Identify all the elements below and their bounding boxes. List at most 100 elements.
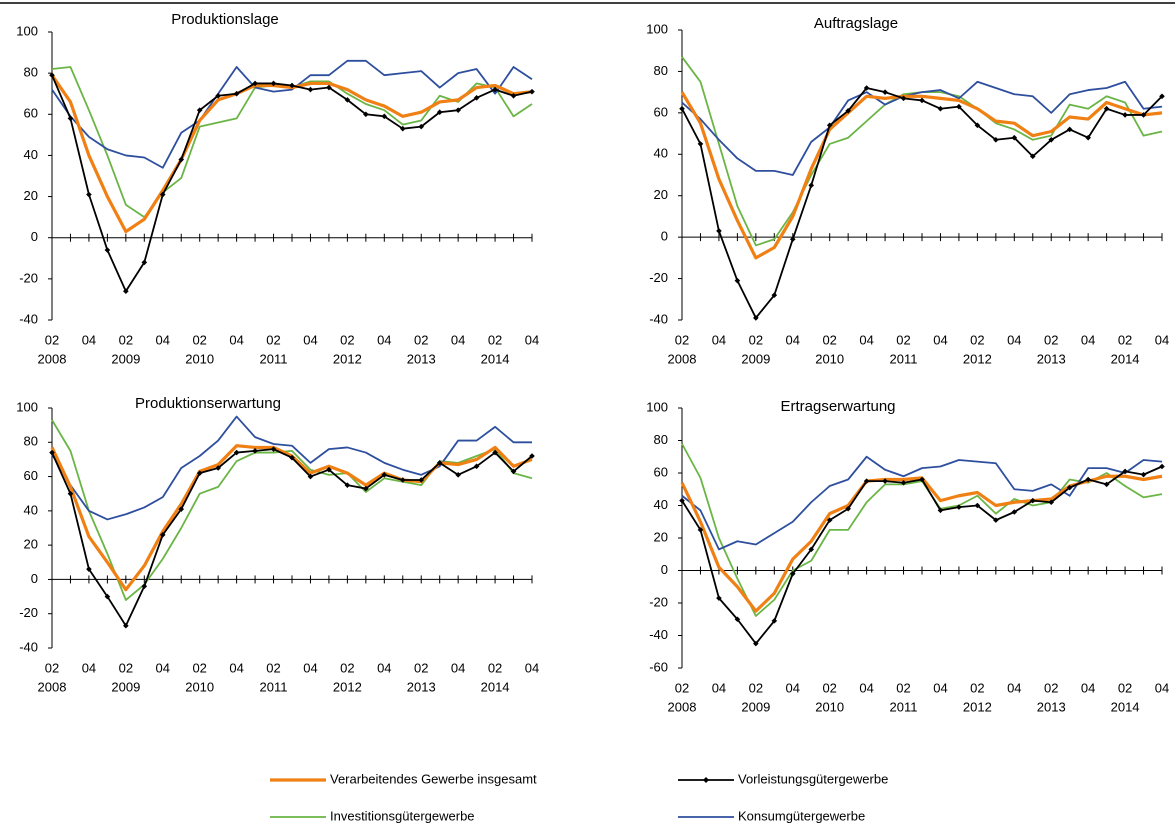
x-group-label: 2011 (890, 699, 918, 714)
x-tick-label: 02 (414, 332, 428, 347)
x-tick-label: 02 (340, 660, 354, 675)
point-marker (937, 507, 944, 514)
x-tick-label: 04 (712, 680, 726, 695)
point-marker (510, 92, 517, 99)
point-marker (178, 156, 185, 163)
x-tick-label: 02 (970, 680, 984, 695)
chart-title: Produktionserwartung (135, 395, 281, 412)
x-group-label: 2008 (38, 679, 67, 694)
point-marker (1140, 471, 1147, 478)
point-marker (233, 90, 240, 97)
x-tick-label: 02 (119, 332, 133, 347)
series-line (681, 80, 1163, 176)
point-marker (510, 468, 517, 475)
point-marker (381, 113, 388, 120)
point-marker (1029, 497, 1036, 504)
x-group-label: 2009 (111, 679, 140, 694)
point-marker (492, 449, 498, 456)
point-marker (473, 95, 480, 101)
y-tick-label: 0 (31, 229, 38, 244)
series-line (50, 74, 533, 234)
x-tick-label: 02 (1044, 332, 1058, 347)
point-marker (455, 472, 461, 478)
x-tick-label: 02 (266, 660, 280, 675)
x-tick-label: 04 (1155, 680, 1169, 695)
x-tick-label: 04 (1155, 332, 1169, 347)
point-marker (289, 454, 295, 461)
point-marker (993, 517, 999, 523)
x-tick-label: 04 (1007, 332, 1021, 347)
y-tick-label: 20 (654, 529, 668, 544)
x-group-label: 2008 (38, 351, 67, 366)
point-marker (381, 472, 388, 478)
x-tick-label: 02 (414, 660, 428, 675)
x-group-label: 2013 (407, 351, 436, 366)
series-line (51, 415, 532, 521)
point-marker (289, 82, 295, 89)
legend-label: Investitionsgütergewerbe (330, 808, 475, 823)
point-marker (1011, 134, 1018, 141)
x-tick-label: 02 (1044, 680, 1058, 695)
point-marker (753, 315, 759, 321)
x-tick-label: 02 (192, 660, 206, 675)
x-tick-label: 04 (933, 680, 947, 695)
point-marker (1122, 112, 1128, 118)
point-marker (1103, 105, 1110, 112)
point-marker (141, 583, 148, 590)
point-marker (1159, 463, 1165, 470)
x-tick-label: 02 (675, 332, 689, 347)
series-line (51, 59, 533, 169)
point-marker (307, 473, 314, 480)
y-tick-label: 100 (646, 399, 668, 414)
x-group-label: 2013 (407, 679, 436, 694)
point-marker (1066, 126, 1073, 133)
point-marker (863, 85, 870, 91)
point-marker (270, 446, 277, 452)
point-marker (178, 506, 185, 512)
y-tick-label: 60 (654, 104, 668, 119)
point-marker (734, 616, 741, 623)
chart-title: Produktionslage (171, 11, 279, 28)
point-marker (418, 123, 425, 130)
series-line (681, 465, 1163, 645)
x-tick-label: 02 (45, 660, 59, 675)
y-tick-label: 40 (654, 146, 668, 161)
point-marker (399, 477, 406, 483)
y-tick-label: -40 (649, 627, 668, 642)
y-tick-label: 0 (31, 571, 38, 586)
point-marker (141, 259, 148, 266)
point-marker (344, 97, 351, 103)
point-marker (808, 546, 815, 553)
point-marker (679, 497, 685, 504)
x-group-label: 2012 (963, 351, 992, 366)
point-marker (1048, 499, 1055, 506)
x-tick-label: 04 (933, 332, 947, 347)
point-marker (49, 72, 55, 78)
x-tick-label: 04 (859, 332, 873, 347)
point-marker (473, 463, 480, 470)
y-tick-label: 20 (24, 188, 38, 203)
y-tick-label: 0 (661, 562, 668, 577)
x-tick-label: 04 (451, 332, 465, 347)
x-tick-label: 02 (822, 332, 836, 347)
point-marker (363, 485, 369, 492)
x-tick-label: 02 (192, 332, 206, 347)
point-marker (1122, 468, 1128, 475)
x-tick-label: 04 (156, 660, 170, 675)
x-group-label: 2014 (481, 351, 510, 366)
point-marker (363, 111, 369, 118)
y-tick-label: 80 (654, 63, 668, 78)
point-marker (1066, 484, 1073, 491)
point-marker (956, 103, 962, 110)
series-line (51, 419, 533, 601)
point-marker (529, 453, 535, 459)
y-tick-label: 100 (16, 23, 38, 38)
x-tick-label: 02 (45, 332, 59, 347)
point-marker (937, 105, 944, 112)
x-tick-label: 04 (712, 332, 726, 347)
x-tick-label: 02 (266, 332, 280, 347)
x-group-label: 2011 (260, 679, 288, 694)
point-marker (196, 107, 203, 113)
x-group-label: 2011 (260, 351, 288, 366)
point-marker (270, 80, 277, 87)
